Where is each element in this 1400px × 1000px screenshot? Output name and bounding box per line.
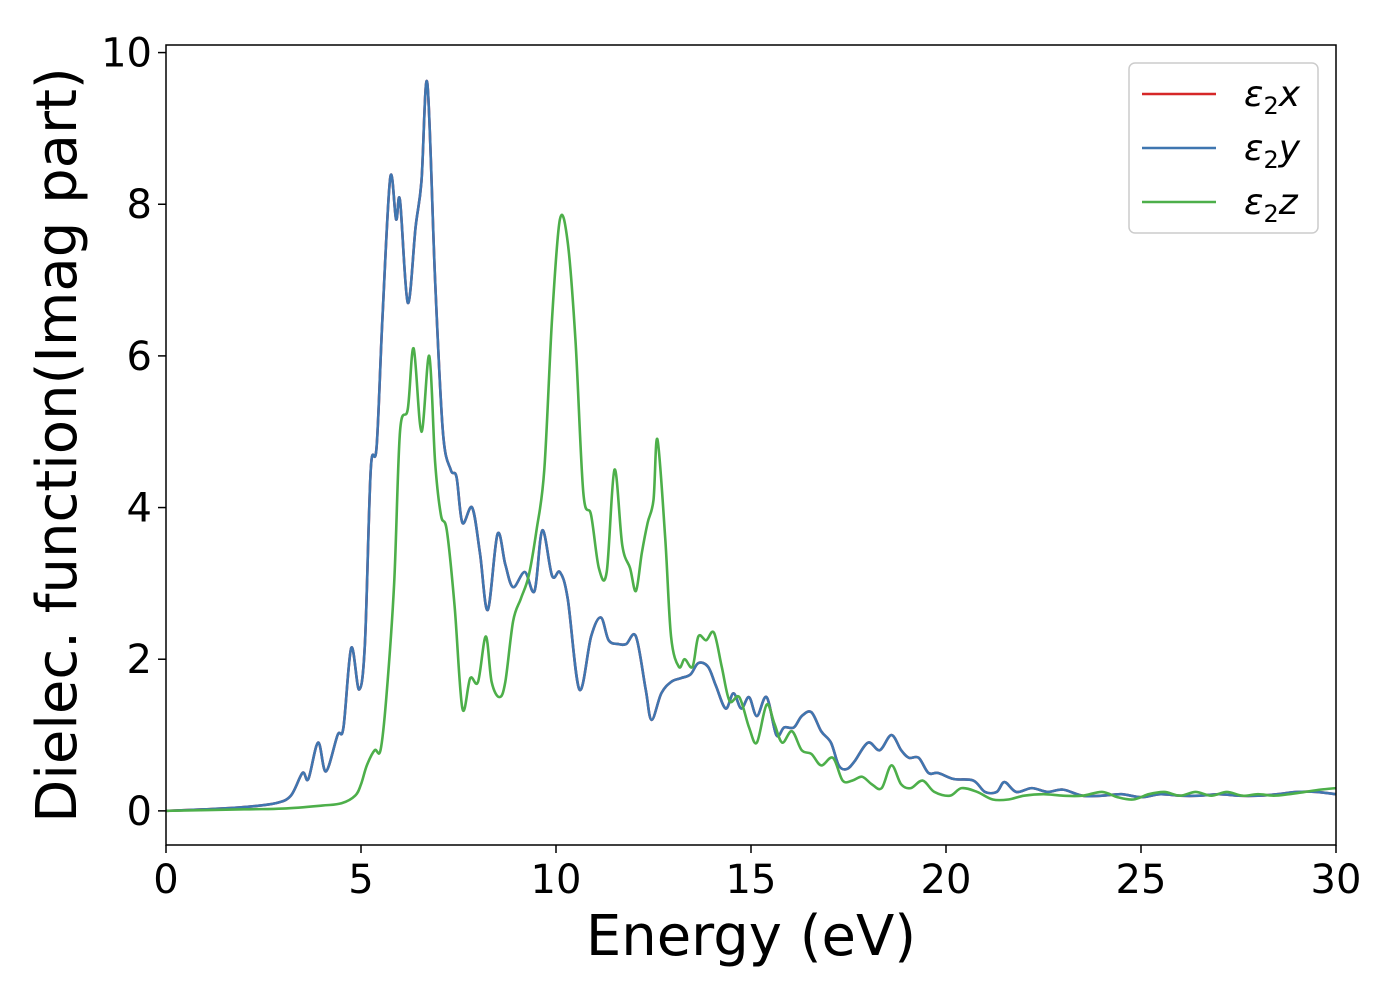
- legend-label-y: ε2y: [1244, 128, 1301, 174]
- x-tick-label: 20: [921, 857, 972, 903]
- x-tick-label: 5: [348, 857, 373, 903]
- x-axis-title: Energy (eV): [586, 904, 916, 969]
- series-line-y: [166, 79, 1336, 813]
- series-line-z: [166, 213, 1336, 813]
- series-layer: [166, 79, 1336, 813]
- y-tick-label: 2: [127, 637, 152, 683]
- y-tick-label: 4: [127, 486, 152, 532]
- x-tick-label: 25: [1116, 857, 1167, 903]
- y-tick-label: 0: [127, 789, 152, 835]
- y-tick-label: 6: [127, 334, 152, 380]
- y-tick-label: 10: [101, 31, 152, 77]
- x-axis: 0 5 10 15 20 25 30: [153, 845, 1361, 903]
- x-tick-label: 10: [531, 857, 582, 903]
- x-tick-label: 0: [153, 857, 178, 903]
- y-tick-label: 8: [127, 182, 152, 228]
- legend-label-x: ε2x: [1244, 74, 1301, 120]
- legend-label-z: ε2z: [1244, 182, 1299, 228]
- legend-box: [1128, 62, 1319, 234]
- legend: ε2x ε2y ε2z: [1128, 62, 1319, 234]
- y-axis: 0 2 4 6 8 10: [101, 31, 166, 835]
- y-axis-title: Dielec. function(Imag part): [25, 67, 90, 823]
- x-tick-label: 30: [1311, 857, 1362, 903]
- x-tick-label: 15: [726, 857, 777, 903]
